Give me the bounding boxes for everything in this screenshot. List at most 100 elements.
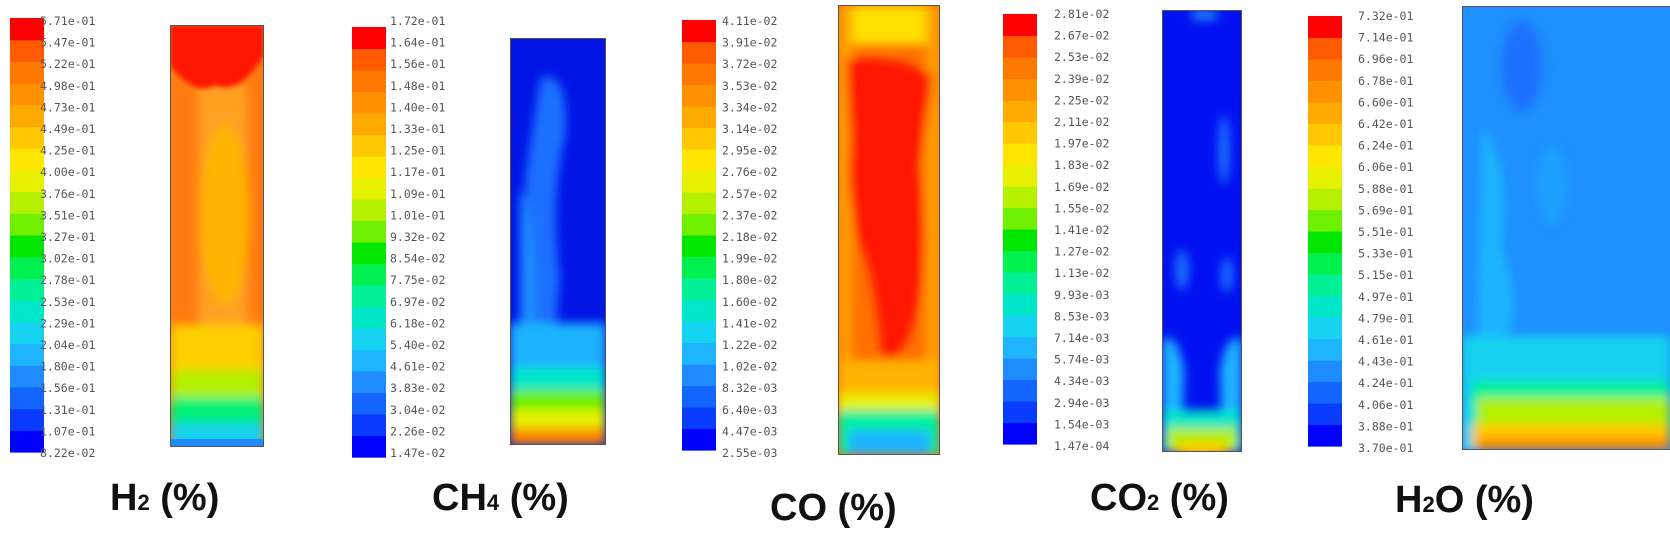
label-text: (%) bbox=[499, 477, 569, 519]
tick-label: 3.34e-02 bbox=[722, 100, 777, 114]
panel-ch4: 1.72e-01 1.64e-01 1.56e-01 1.48e-01 1.40… bbox=[352, 14, 606, 519]
tick-label: 1.25e-01 bbox=[390, 144, 445, 158]
tick-label: 7.75e-02 bbox=[390, 273, 445, 287]
colorbar-swatch bbox=[10, 148, 44, 171]
label-subscript: 4 bbox=[487, 490, 500, 515]
tick-label: 9.93e-03 bbox=[1054, 288, 1109, 302]
colorbar-swatch bbox=[1003, 207, 1037, 230]
tick-label: 6.42e-01 bbox=[1358, 117, 1413, 131]
colorbar-swatch bbox=[682, 127, 716, 150]
colorbar-swatch bbox=[10, 408, 44, 431]
tick-label: 3.27e-01 bbox=[40, 230, 95, 244]
colorbar-swatch bbox=[352, 220, 386, 243]
colorbar-swatch bbox=[1308, 123, 1342, 146]
tick-label: 6.78e-01 bbox=[1358, 74, 1413, 88]
colorbar-swatch bbox=[682, 321, 716, 344]
tick-label: 4.61e-02 bbox=[390, 360, 445, 374]
tick-labels-ch4: 1.72e-01 1.64e-01 1.56e-01 1.48e-01 1.40… bbox=[390, 14, 445, 460]
colorbar-swatch bbox=[682, 364, 716, 387]
tick-label: 1.27e-02 bbox=[1054, 245, 1109, 259]
colorbar-swatch bbox=[1003, 293, 1037, 316]
colorbar-swatch bbox=[682, 428, 716, 451]
tick-label: 2.29e-01 bbox=[40, 316, 95, 330]
tick-label: 1.72e-01 bbox=[390, 14, 445, 28]
tick-label: 1.47e-02 bbox=[390, 446, 445, 460]
tick-label: 1.01e-01 bbox=[390, 208, 445, 222]
colorbar-swatch bbox=[682, 256, 716, 279]
contour-co2 bbox=[1162, 10, 1242, 452]
tick-label: 5.40e-02 bbox=[390, 338, 445, 352]
label-text: CO bbox=[1090, 477, 1147, 519]
tick-label: 6.60e-01 bbox=[1358, 95, 1413, 109]
colorbar-h2 bbox=[10, 18, 44, 453]
colorbar-swatch bbox=[1308, 188, 1342, 211]
tick-label: 2.53e-01 bbox=[40, 295, 95, 309]
tick-label: 1.69e-02 bbox=[1054, 180, 1109, 194]
tick-label: 7.32e-01 bbox=[1358, 9, 1413, 23]
contour-h2 bbox=[170, 25, 264, 447]
colorbar-co bbox=[682, 20, 716, 451]
label-subscript: 2 bbox=[137, 490, 149, 515]
colorbar-swatch bbox=[1308, 403, 1342, 426]
contour-ch4 bbox=[510, 38, 606, 445]
colorbar-swatch bbox=[682, 170, 716, 193]
tick-label: 6.06e-01 bbox=[1358, 160, 1413, 174]
colorbar-swatch bbox=[352, 177, 386, 200]
colorbar-swatch bbox=[1003, 229, 1037, 252]
tick-label: 1.02e-02 bbox=[722, 360, 777, 374]
colorbar-swatch bbox=[1003, 250, 1037, 273]
tick-label: 4.25e-01 bbox=[40, 144, 95, 158]
tick-label: 5.33e-01 bbox=[1358, 247, 1413, 261]
tick-label: 2.81e-02 bbox=[1054, 7, 1109, 21]
tick-label: 1.80e-01 bbox=[40, 360, 95, 374]
panel-label-co: CO (%) bbox=[770, 487, 897, 529]
tick-label: 2.26e-02 bbox=[390, 424, 445, 438]
tick-label: 1.54e-03 bbox=[1054, 417, 1109, 431]
label-subscript: 2 bbox=[1147, 490, 1159, 515]
tick-label: 3.83e-02 bbox=[390, 381, 445, 395]
tick-label: 4.06e-01 bbox=[1358, 398, 1413, 412]
tick-label: 5.47e-01 bbox=[40, 36, 95, 50]
colorbar-swatch bbox=[682, 106, 716, 129]
colorbar-swatch bbox=[352, 134, 386, 157]
colorbar-swatch bbox=[10, 169, 44, 193]
colorbar-swatch bbox=[1308, 16, 1342, 39]
tick-label: 2.78e-01 bbox=[40, 273, 95, 287]
label-subscript: 2 bbox=[1422, 492, 1434, 517]
tick-labels-co: 4.11e-02 3.91e-02 3.72e-02 3.53e-02 3.34… bbox=[722, 14, 777, 460]
colorbar-swatch bbox=[682, 149, 716, 172]
colorbar-swatch bbox=[1003, 14, 1037, 37]
colorbar-swatch bbox=[1308, 37, 1342, 60]
tick-label: 9.32e-02 bbox=[390, 230, 445, 244]
tick-label: 1.55e-02 bbox=[1054, 201, 1109, 215]
colorbar-swatch bbox=[682, 192, 716, 215]
colorbar-co2 bbox=[1003, 14, 1037, 445]
tick-label: 4.73e-01 bbox=[40, 100, 95, 114]
colorbar-swatch bbox=[1308, 381, 1342, 404]
tick-label: 5.74e-03 bbox=[1054, 353, 1109, 367]
colorbar-ch4 bbox=[352, 27, 386, 458]
tick-label: 1.22e-02 bbox=[722, 338, 777, 352]
colorbar-swatch bbox=[1308, 231, 1342, 254]
tick-label: 1.40e-01 bbox=[390, 100, 445, 114]
tick-label: 1.33e-01 bbox=[390, 122, 445, 136]
tick-label: 4.61e-01 bbox=[1358, 333, 1413, 347]
colorbar-swatch bbox=[1003, 272, 1037, 295]
colorbar-swatch bbox=[10, 83, 44, 106]
tick-label: 2.25e-02 bbox=[1054, 93, 1109, 107]
tick-label: 2.57e-02 bbox=[722, 187, 777, 201]
label-text: (%) bbox=[1159, 477, 1229, 519]
tick-labels-h2o: 7.32e-01 7.14e-01 6.96e-01 6.78e-01 6.60… bbox=[1358, 9, 1413, 455]
tick-label: 2.53e-02 bbox=[1054, 50, 1109, 64]
colorbar-swatch bbox=[1308, 360, 1342, 383]
tick-label: 1.41e-02 bbox=[1054, 223, 1109, 237]
tick-label: 3.51e-01 bbox=[40, 208, 95, 222]
colorbar-swatch bbox=[352, 199, 386, 222]
colorbar-swatch bbox=[1003, 35, 1037, 58]
tick-label: 1.07e-01 bbox=[40, 424, 95, 438]
colorbar-swatch bbox=[682, 385, 716, 408]
colorbar-swatch bbox=[352, 371, 386, 394]
colorbar-swatch bbox=[1003, 336, 1037, 359]
colorbar-swatch bbox=[1308, 59, 1342, 82]
